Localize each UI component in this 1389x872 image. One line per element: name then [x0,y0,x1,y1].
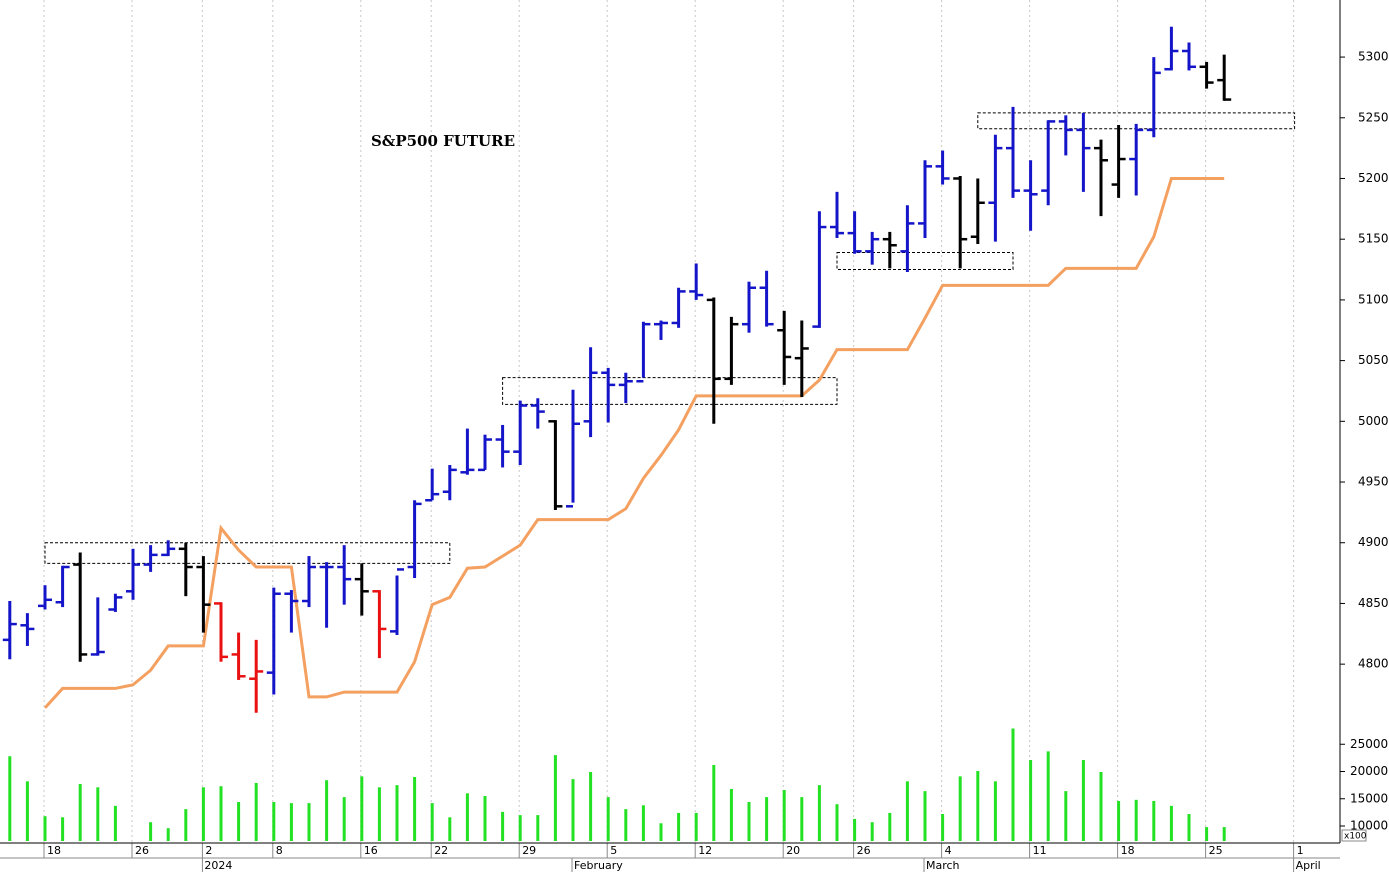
volume-tick-label: 10000 [1350,819,1388,833]
period-label: March [926,859,960,872]
x-tick-label: 20 [786,844,800,857]
x-tick-label: 11 [1033,844,1047,857]
x-tick-label: 26 [857,844,871,857]
x-tick-label: 5 [610,844,617,857]
x-tick-label: 25 [1209,844,1223,857]
unit-box [1341,829,1367,842]
y-tick-label: 5300 [1358,50,1389,64]
y-tick-label: 5000 [1358,414,1389,428]
volume-tick-label: 20000 [1350,764,1388,778]
y-tick-label: 5100 [1358,292,1389,306]
resistance-zone [44,542,451,564]
volume-unit: x100 [1344,832,1367,842]
x-tick-label: 18 [1121,844,1135,857]
x-tick-label: 2 [205,844,212,857]
x-tick-label: 29 [522,844,536,857]
period-label: 2024 [204,859,232,872]
stop-line [43,176,1225,709]
period-label: February [574,859,623,872]
y-tick-label: 4900 [1358,535,1389,549]
period-label: April [1296,859,1321,872]
x-tick-label: 22 [434,844,448,857]
resistance-zone [502,377,838,405]
y-tick-label: 4850 [1358,596,1389,610]
x-tick-label: 12 [698,844,712,857]
x-tick-label: 1 [1297,844,1304,857]
x-tick-label: 18 [47,844,61,857]
y-tick-label: 5050 [1358,353,1389,367]
y-tick-label: 4950 [1358,475,1389,489]
volume-tick-label: 15000 [1350,791,1388,805]
y-tick-label: 5250 [1358,110,1389,124]
x-tick-label: 26 [135,844,149,857]
y-tick-label: 4800 [1358,657,1389,671]
y-tick-label: 5200 [1358,171,1389,185]
volume-tick-label: 25000 [1350,737,1388,751]
x-tick-label: 8 [276,844,283,857]
resistance-zone [836,252,1014,271]
y-tick-label: 5150 [1358,232,1389,246]
x-tick-label: 4 [945,844,952,857]
chart-title: S&P500 FUTURE [371,132,515,150]
x-tick-label: 16 [364,844,378,857]
